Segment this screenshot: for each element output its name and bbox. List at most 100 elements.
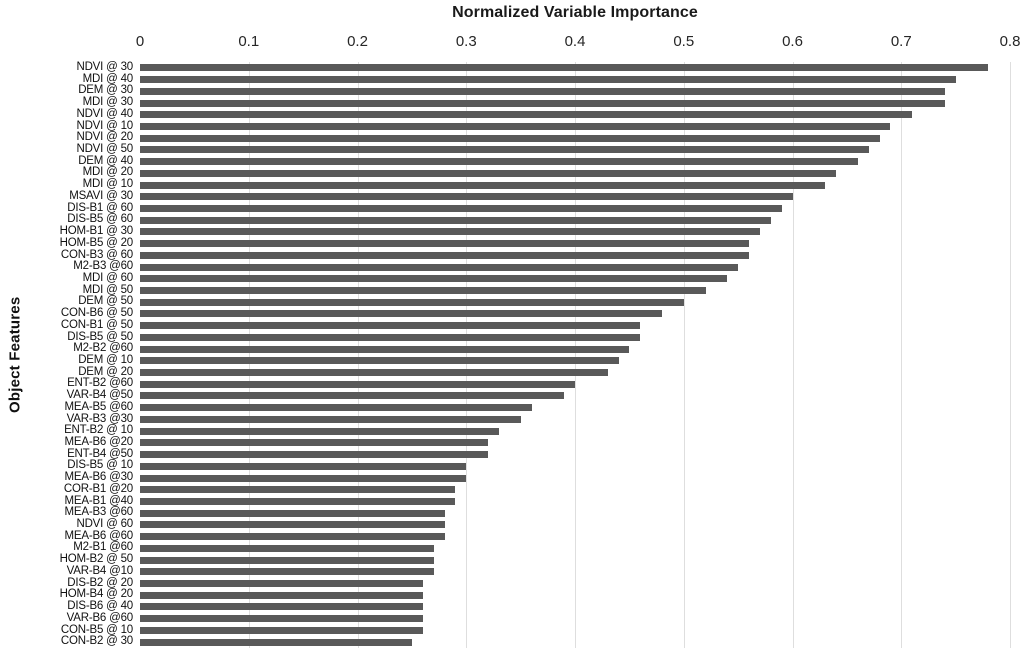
bar-track bbox=[140, 193, 1010, 201]
bar-track bbox=[140, 474, 1010, 482]
bar-track bbox=[140, 204, 1010, 212]
bar bbox=[140, 275, 728, 283]
bar-track bbox=[140, 626, 1010, 634]
bar-row: NDVI @ 20 bbox=[0, 132, 1024, 144]
bar bbox=[140, 380, 575, 388]
bar-track bbox=[140, 497, 1010, 505]
bar bbox=[140, 462, 467, 470]
bar-track bbox=[140, 486, 1010, 494]
category-label: VAR-B4 @50 bbox=[66, 389, 134, 402]
bar-row: MDI @ 20 bbox=[0, 167, 1024, 179]
bar-track bbox=[140, 380, 1010, 388]
bar-row: VAR-B4 @10 bbox=[0, 565, 1024, 578]
bar bbox=[140, 99, 945, 107]
bar-row: DIS-B2 @ 20 bbox=[0, 577, 1024, 590]
bar bbox=[140, 568, 434, 576]
bar bbox=[140, 146, 869, 154]
x-tick-label: 0.8 bbox=[999, 33, 1021, 50]
category-label: MEA-B3 @60 bbox=[64, 506, 134, 519]
bar bbox=[140, 556, 434, 564]
x-tick-label: 0.7 bbox=[890, 33, 912, 50]
bar-track bbox=[140, 322, 1010, 330]
category-label: DEM @ 20 bbox=[78, 365, 133, 378]
bar-track bbox=[140, 579, 1010, 587]
bar-track bbox=[140, 240, 1010, 248]
bar-track bbox=[140, 310, 1010, 318]
bar-row: CON-B6 @ 50 bbox=[0, 307, 1024, 320]
bar-track bbox=[140, 99, 1010, 107]
category-label: NDVI @ 50 bbox=[76, 143, 133, 156]
bar-track bbox=[140, 404, 1010, 412]
bar bbox=[140, 64, 989, 72]
bar bbox=[140, 626, 423, 634]
bar-track bbox=[140, 568, 1010, 576]
bar-track bbox=[140, 64, 1010, 72]
bar-row: CON-B5 @ 10 bbox=[0, 624, 1024, 637]
category-label: ENT-B2 @ 10 bbox=[64, 424, 133, 437]
bar-track bbox=[140, 87, 1010, 95]
bar bbox=[140, 287, 706, 295]
category-label: HOM-B5 @ 20 bbox=[59, 236, 134, 249]
bar-row: MEA-B6 @20 bbox=[0, 436, 1024, 449]
category-label: DEM @ 30 bbox=[78, 84, 133, 97]
bar bbox=[140, 638, 412, 646]
category-label: COR-B1 @20 bbox=[63, 482, 133, 495]
bar bbox=[140, 591, 423, 599]
category-label: ENT-B4 @50 bbox=[67, 447, 133, 460]
bar bbox=[140, 615, 423, 623]
x-tick-label: 0.2 bbox=[347, 33, 368, 50]
category-label: DEM @ 50 bbox=[78, 295, 133, 308]
x-tick-label: 0.6 bbox=[782, 33, 803, 50]
bar bbox=[140, 509, 445, 517]
bar-row: MEA-B3 @60 bbox=[0, 507, 1024, 519]
bar-row: NDVI @ 10 bbox=[0, 120, 1024, 133]
bar bbox=[140, 451, 488, 459]
category-label: NDVI @ 60 bbox=[76, 518, 133, 531]
bar-track bbox=[140, 251, 1010, 259]
bar-row: DEM @ 20 bbox=[0, 365, 1024, 379]
bar-row: HOM-B4 @ 20 bbox=[0, 589, 1024, 601]
category-label: ENT-B2 @60 bbox=[67, 377, 133, 390]
category-label: CON-B1 @ 50 bbox=[60, 318, 133, 331]
bar-row: MDI @ 30 bbox=[0, 96, 1024, 109]
bar-row: HOM-B1 @ 30 bbox=[0, 225, 1024, 238]
bar-track bbox=[140, 544, 1010, 552]
bar bbox=[140, 322, 641, 330]
bar-track bbox=[140, 76, 1010, 84]
bar-track bbox=[140, 333, 1010, 341]
bar-track bbox=[140, 556, 1010, 564]
bar bbox=[140, 521, 445, 529]
bar-row: MEA-B5 @60 bbox=[0, 400, 1024, 414]
bar bbox=[140, 533, 445, 541]
bar-track bbox=[140, 615, 1010, 623]
bar-row: MDI @ 50 bbox=[0, 284, 1024, 297]
category-label: M2-B3 @60 bbox=[73, 260, 133, 273]
bar-row: DIS-B6 @ 40 bbox=[0, 600, 1024, 613]
bar-track bbox=[140, 638, 1010, 646]
bar bbox=[140, 193, 793, 201]
category-label: VAR-B6 @60 bbox=[66, 611, 134, 624]
gridline bbox=[248, 62, 250, 648]
category-label: HOM-B1 @ 30 bbox=[59, 225, 134, 238]
bar-track bbox=[140, 287, 1010, 295]
bar bbox=[140, 474, 467, 482]
bar-track bbox=[140, 357, 1010, 365]
category-label: MEA-B5 @60 bbox=[64, 400, 134, 413]
category-label: NDVI @ 30 bbox=[76, 61, 133, 73]
x-axis: 0 0.1 0.2 0.3 0.4 0.5 0.6 0.7 0.8 bbox=[136, 33, 1021, 53]
bar bbox=[140, 486, 456, 494]
bar bbox=[140, 204, 782, 212]
bar-rows-container: NDVI @ 30 MDI @ 40 DEM @ 30 MDI @ 30 NDVI @ … bbox=[0, 61, 1024, 648]
bar-track bbox=[140, 169, 1010, 177]
bar-track bbox=[140, 415, 1010, 423]
bar-track bbox=[140, 392, 1010, 400]
category-label: MEA-B1 @40 bbox=[64, 494, 134, 507]
bar-row: M2-B3 @60 bbox=[0, 260, 1024, 273]
category-label: MDI @ 20 bbox=[82, 166, 134, 179]
bar-row: MDI @ 40 bbox=[0, 73, 1024, 86]
bar-track bbox=[140, 369, 1010, 377]
gridline bbox=[357, 62, 359, 648]
bar-track bbox=[140, 533, 1010, 541]
gridline bbox=[901, 62, 903, 648]
category-label: MSAVI @ 30 bbox=[69, 189, 133, 202]
